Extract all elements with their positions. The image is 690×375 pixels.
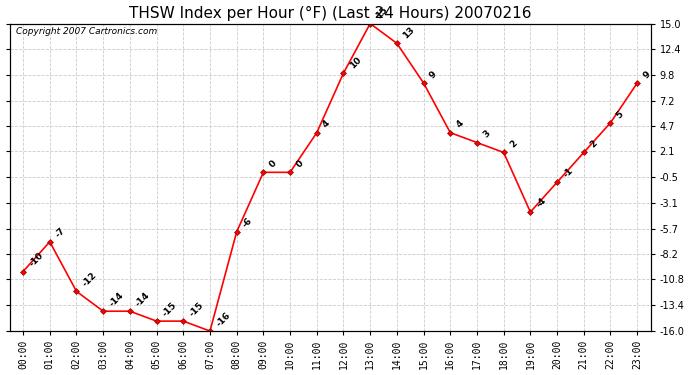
Text: 2: 2: [588, 139, 599, 150]
Text: -12: -12: [81, 271, 99, 289]
Text: 5: 5: [615, 109, 625, 120]
Text: 9: 9: [428, 69, 439, 80]
Text: -14: -14: [108, 291, 126, 308]
Text: -16: -16: [214, 310, 232, 328]
Text: 4: 4: [321, 119, 332, 130]
Text: 0: 0: [294, 159, 305, 170]
Text: 13: 13: [401, 26, 416, 40]
Text: 0: 0: [268, 159, 278, 170]
Text: -7: -7: [54, 225, 68, 239]
Text: -14: -14: [134, 291, 152, 308]
Text: Copyright 2007 Cartronics.com: Copyright 2007 Cartronics.com: [16, 27, 157, 36]
Text: -10: -10: [27, 251, 45, 269]
Title: THSW Index per Hour (°F) (Last 24 Hours) 20070216: THSW Index per Hour (°F) (Last 24 Hours)…: [129, 6, 531, 21]
Text: -4: -4: [535, 196, 548, 209]
Text: 3: 3: [481, 129, 492, 140]
Text: -15: -15: [161, 300, 179, 318]
Text: 9: 9: [642, 69, 652, 80]
Text: -1: -1: [561, 166, 575, 180]
Text: -15: -15: [188, 300, 206, 318]
Text: 15: 15: [375, 6, 390, 21]
Text: 10: 10: [348, 55, 363, 70]
Text: 4: 4: [455, 119, 465, 130]
Text: -6: -6: [241, 216, 255, 229]
Text: 2: 2: [508, 139, 519, 150]
